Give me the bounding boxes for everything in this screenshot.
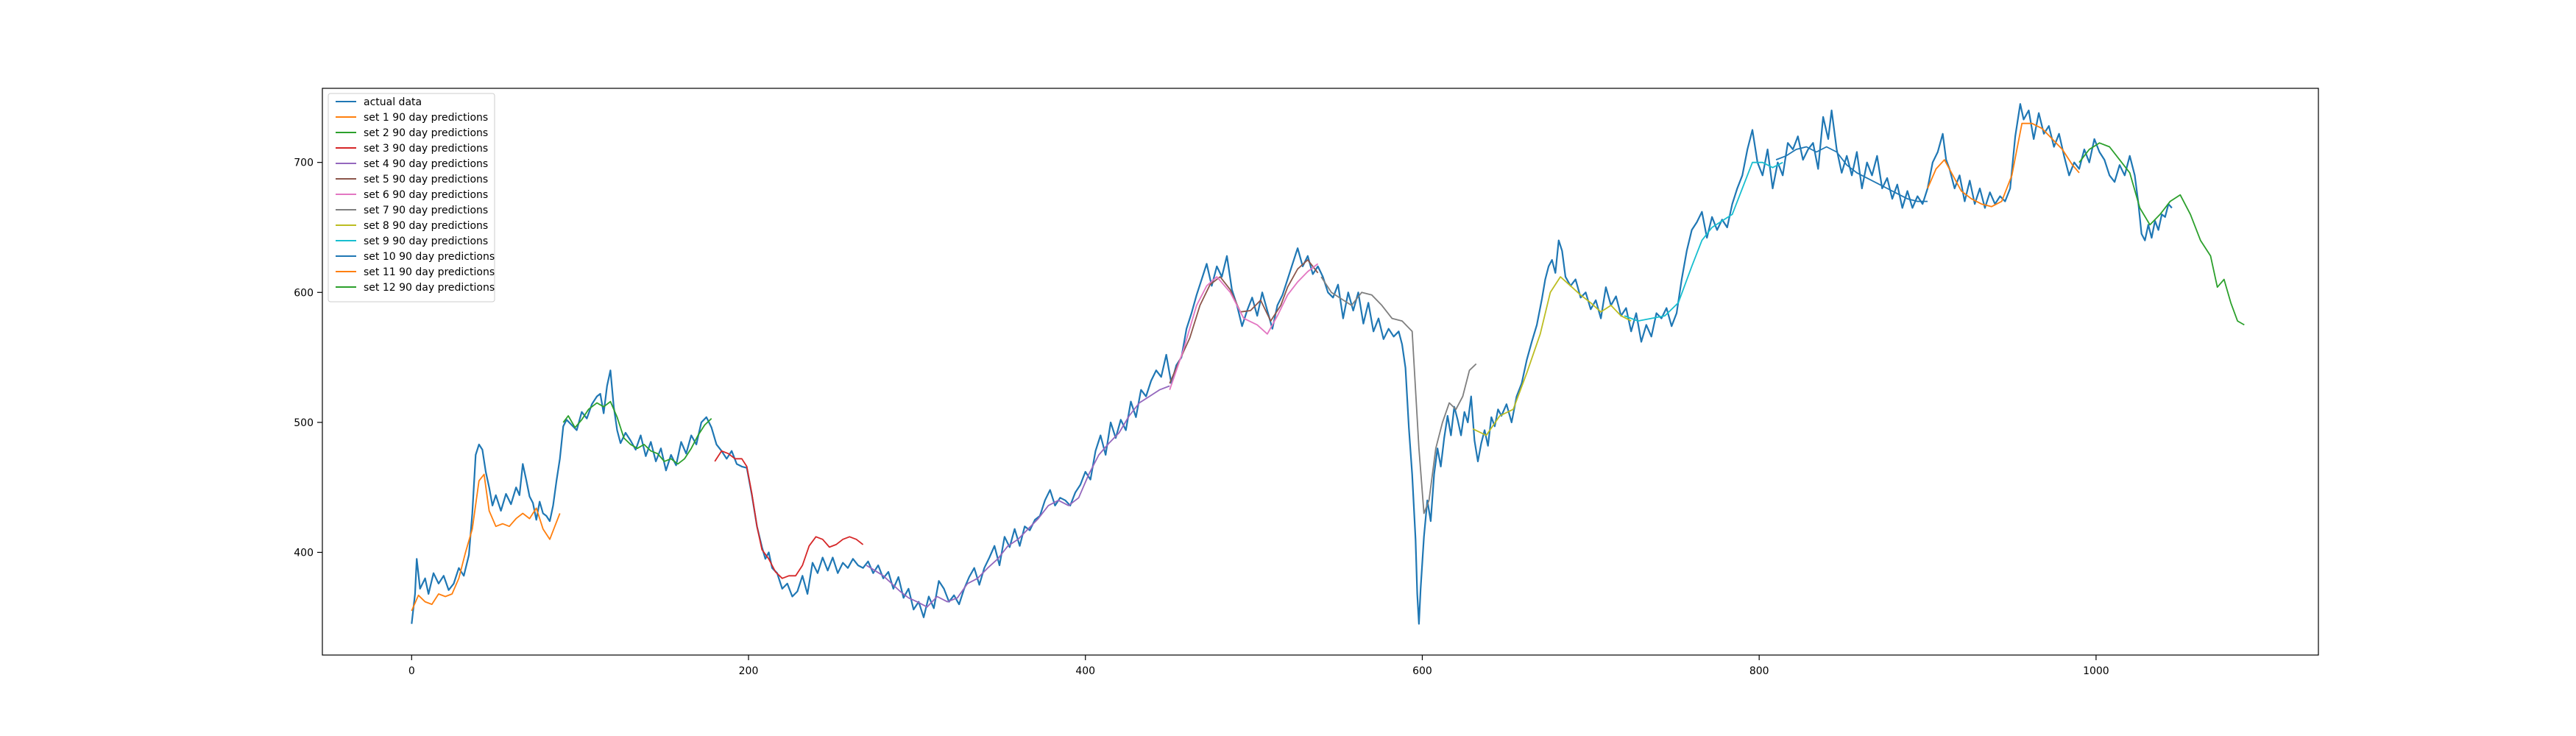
legend-entry-4: set 4 90 day predictions (364, 158, 488, 170)
series-line-7 (1320, 276, 1477, 514)
x-tick-label-2: 400 (1075, 665, 1095, 677)
legend-entry-6: set 6 90 day predictions (364, 189, 488, 201)
series-line-10 (1775, 146, 1928, 202)
legend-entry-3: set 3 90 day predictions (364, 143, 488, 155)
series-line-5 (1169, 259, 1319, 384)
legend-entry-2: set 2 90 day predictions (364, 127, 488, 139)
y-tick-label-1: 500 (294, 417, 314, 429)
legend-entry-9: set 9 90 day predictions (364, 236, 488, 247)
legend: actual data set 1 90 day predictions set 2… (328, 93, 495, 302)
y-tick-label-2: 600 (294, 287, 314, 299)
series-line-6 (1169, 263, 1319, 390)
series-line-4 (866, 385, 1170, 608)
series-line-1 (411, 473, 561, 612)
legend-entry-5: set 5 90 day predictions (364, 174, 488, 185)
plot-lines (411, 103, 2245, 625)
y-axis: 400 500 600 700 (294, 158, 322, 559)
legend-entry-1: set 1 90 day predictions (364, 112, 488, 124)
x-tick-label-3: 600 (1412, 665, 1432, 677)
axes-frame (322, 88, 2319, 656)
legend-entry-10: set 10 90 day predictions (364, 251, 495, 263)
series-line-0 (411, 103, 2173, 625)
legend-box (328, 93, 495, 302)
series-line-8 (1472, 276, 1632, 436)
legend-entry-12: set 12 90 day predictions (364, 282, 495, 294)
legend-entry-7: set 7 90 day predictions (364, 205, 488, 216)
y-tick-label-0: 400 (294, 547, 314, 559)
x-tick-label-5: 1000 (2083, 665, 2109, 677)
legend-entry-0: actual data (364, 96, 422, 108)
legend-entry-11: set 11 90 day predictions (364, 266, 495, 278)
series-line-12 (2078, 142, 2245, 326)
series-line-9 (1624, 161, 1783, 322)
x-tick-label-1: 200 (739, 665, 759, 677)
legend-entry-8: set 8 90 day predictions (364, 220, 488, 232)
x-tick-label-0: 0 (408, 665, 415, 677)
series-line-2 (562, 400, 712, 465)
x-tick-label-4: 800 (1749, 665, 1769, 677)
series-line-11 (1927, 122, 2080, 208)
y-tick-label-3: 700 (294, 158, 314, 169)
x-axis: 0 200 400 600 800 1000 (408, 655, 2109, 677)
series-line-3 (714, 450, 864, 579)
